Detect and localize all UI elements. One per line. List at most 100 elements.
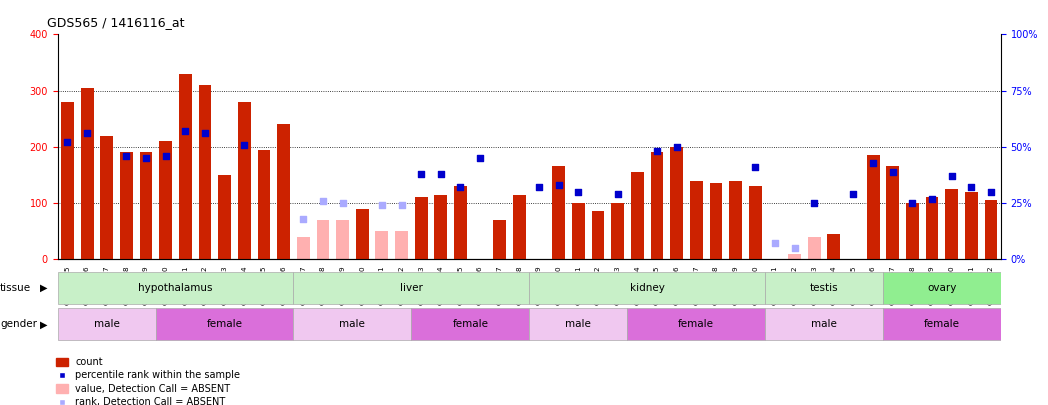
Text: ▶: ▶ [40, 283, 47, 293]
Bar [139, 152, 152, 259]
Bar [435, 194, 447, 259]
Point [393, 202, 410, 209]
Bar [985, 200, 998, 259]
Point [314, 198, 331, 204]
FancyBboxPatch shape [882, 272, 1001, 304]
Text: female: female [206, 320, 243, 329]
Text: testis: testis [810, 283, 838, 293]
Bar [395, 231, 408, 259]
Point [923, 195, 940, 202]
Point [747, 164, 764, 170]
Bar [671, 147, 683, 259]
Bar [611, 203, 624, 259]
Bar [179, 74, 192, 259]
Text: tissue: tissue [0, 283, 31, 293]
Bar [494, 220, 506, 259]
Text: hypothalamus: hypothalamus [138, 283, 213, 293]
FancyBboxPatch shape [411, 308, 529, 341]
Bar [454, 186, 466, 259]
Point [904, 200, 921, 206]
Bar [258, 149, 270, 259]
Bar [81, 88, 93, 259]
Point [845, 191, 861, 197]
Bar [356, 209, 369, 259]
Text: male: male [340, 320, 366, 329]
FancyBboxPatch shape [293, 308, 411, 341]
Bar [592, 211, 605, 259]
Point [963, 184, 980, 190]
Bar [729, 181, 742, 259]
Text: GDS565 / 1416116_at: GDS565 / 1416116_at [47, 16, 184, 29]
Point [786, 245, 803, 251]
Point [433, 171, 450, 177]
Point [79, 130, 95, 136]
Bar [651, 152, 663, 259]
FancyBboxPatch shape [765, 308, 882, 341]
Bar [887, 166, 899, 259]
Bar [690, 181, 702, 259]
Point [570, 189, 587, 195]
Point [472, 155, 488, 161]
Text: male: male [566, 320, 591, 329]
Point [118, 153, 135, 159]
Point [806, 200, 823, 206]
Point [943, 173, 960, 179]
Point [236, 141, 253, 148]
Point [294, 215, 311, 222]
Bar [121, 152, 133, 259]
Bar [297, 237, 309, 259]
Bar [238, 102, 250, 259]
Text: female: female [678, 320, 715, 329]
Bar [749, 186, 762, 259]
Text: ▶: ▶ [40, 320, 47, 329]
Bar [218, 175, 231, 259]
Text: ovary: ovary [927, 283, 957, 293]
FancyBboxPatch shape [882, 308, 1001, 341]
Text: kidney: kidney [630, 283, 664, 293]
Bar [552, 166, 565, 259]
Text: liver: liver [400, 283, 422, 293]
Bar [788, 254, 801, 259]
Text: male: male [94, 320, 119, 329]
Bar [808, 237, 821, 259]
Bar [336, 220, 349, 259]
Text: female: female [453, 320, 488, 329]
Point [177, 128, 194, 134]
Point [157, 153, 174, 159]
Bar [907, 203, 919, 259]
FancyBboxPatch shape [529, 308, 628, 341]
Bar [316, 220, 329, 259]
Bar [415, 197, 428, 259]
Bar [925, 197, 938, 259]
Point [609, 191, 626, 197]
Bar [199, 85, 212, 259]
FancyBboxPatch shape [293, 272, 529, 304]
Bar [159, 141, 172, 259]
FancyBboxPatch shape [628, 308, 765, 341]
Bar [572, 203, 585, 259]
Bar [61, 102, 73, 259]
Legend: count, percentile rank within the sample, value, Detection Call = ABSENT, rank, : count, percentile rank within the sample… [52, 353, 244, 405]
Point [137, 155, 154, 161]
Point [197, 130, 214, 136]
Point [766, 240, 783, 247]
FancyBboxPatch shape [156, 308, 293, 341]
Point [59, 139, 75, 145]
FancyBboxPatch shape [529, 272, 765, 304]
Point [649, 148, 665, 155]
Bar [945, 189, 958, 259]
Bar [278, 124, 290, 259]
Bar [514, 194, 526, 259]
Point [452, 184, 468, 190]
Point [373, 202, 390, 209]
Point [983, 189, 1000, 195]
FancyBboxPatch shape [765, 272, 882, 304]
FancyBboxPatch shape [58, 272, 293, 304]
Bar [101, 136, 113, 259]
Bar [375, 231, 388, 259]
Point [865, 159, 881, 166]
Bar [828, 234, 840, 259]
Bar [867, 155, 879, 259]
Bar [631, 172, 643, 259]
Text: gender: gender [0, 320, 37, 329]
